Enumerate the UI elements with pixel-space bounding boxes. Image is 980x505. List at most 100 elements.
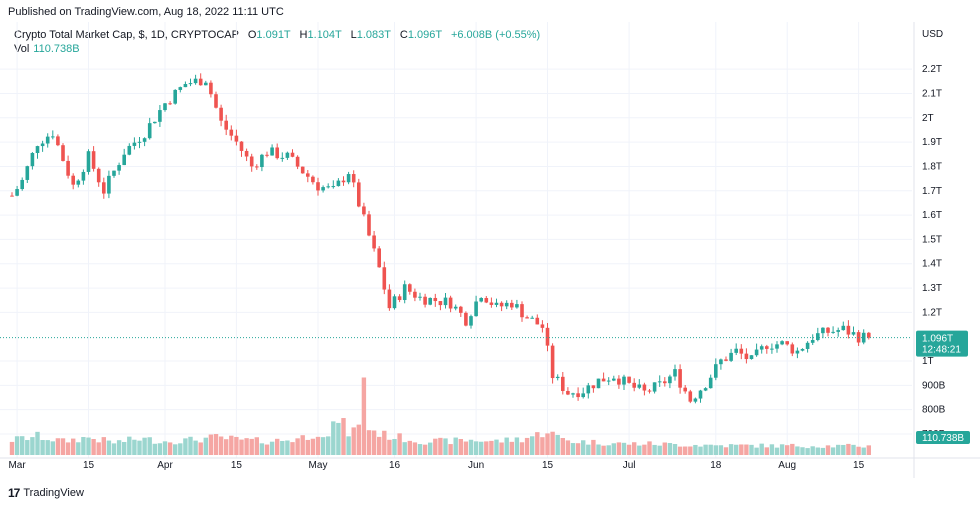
candle-body <box>178 87 183 90</box>
volume-bar <box>861 447 866 455</box>
price-tick-label: 1.5T <box>922 234 942 245</box>
volume-bar <box>122 441 127 455</box>
volume-bar <box>841 444 846 455</box>
volume-bar <box>30 437 35 455</box>
volume-bar <box>825 445 831 455</box>
volume-bar <box>45 440 50 455</box>
candle-body <box>107 175 111 194</box>
candle-body <box>632 382 636 388</box>
volume-bar <box>810 446 815 455</box>
candle-body <box>76 180 81 185</box>
low-value: 1.083T <box>356 29 391 41</box>
candle-body <box>663 381 667 384</box>
candle-body <box>724 359 728 361</box>
footer-brand-text: TradingView <box>23 487 84 499</box>
candle-body <box>382 267 387 290</box>
candle-body <box>744 353 749 360</box>
price-tick-label: 2.2T <box>922 64 942 75</box>
candle-body <box>413 291 417 298</box>
volume-bar <box>514 437 520 455</box>
volume-bar <box>65 442 71 455</box>
candle-body <box>102 182 106 194</box>
candle-body <box>775 344 779 349</box>
footer-brand[interactable]: 17 TradingView <box>8 486 84 500</box>
volume-bar <box>76 442 81 455</box>
candle-body <box>56 136 60 146</box>
candle-body <box>219 107 223 121</box>
volume-label: Vol <box>14 43 30 55</box>
volume-bar <box>866 445 871 455</box>
candle-body <box>265 154 269 156</box>
time-tick-label: 16 <box>389 460 401 471</box>
open-value: 1.091T <box>256 29 291 41</box>
volume-bar <box>407 440 412 455</box>
volume-bar <box>290 442 295 455</box>
volume-bar <box>667 443 673 455</box>
volume-bar <box>616 442 622 455</box>
volume-bar <box>101 437 106 455</box>
volume-bar <box>448 444 453 455</box>
candle-body <box>260 154 264 168</box>
candle-body <box>504 302 509 307</box>
volume-bar <box>116 440 122 455</box>
last-price-label: 1.096T <box>922 334 953 345</box>
volume-bar <box>795 446 800 455</box>
volume-bar <box>723 447 729 455</box>
volume-bar <box>157 443 163 455</box>
time-tick-label: Jun <box>468 460 484 471</box>
candle-body <box>561 376 565 391</box>
volume-bar <box>805 448 810 455</box>
candle-body <box>571 393 575 395</box>
volume-bar <box>790 443 795 455</box>
candle-body <box>443 297 448 306</box>
volume-bar <box>739 444 744 455</box>
volume-bar <box>269 441 275 455</box>
volume-bar <box>402 442 407 455</box>
candle-body <box>316 182 320 191</box>
candle-body <box>698 390 703 399</box>
candle-body <box>708 377 713 389</box>
volume-bar <box>524 437 530 455</box>
candle-body <box>846 325 851 335</box>
volume-bar <box>295 438 300 455</box>
candle-body <box>367 214 371 236</box>
volume-bar <box>377 436 382 455</box>
candlesticks[interactable] <box>10 73 871 404</box>
volume-bar <box>341 418 346 455</box>
symbol-title[interactable]: Crypto Total Market Cap, $, 1D, CRYPTOCA… <box>14 29 239 41</box>
volume-bar <box>749 444 754 455</box>
volume-bar <box>81 437 86 455</box>
candle-body <box>372 235 376 249</box>
candle-body <box>40 143 45 147</box>
candle-body <box>657 381 662 383</box>
time-tick-label: 15 <box>231 460 243 471</box>
volume-bar <box>417 444 423 455</box>
candle-body <box>408 284 412 292</box>
candle-body <box>826 327 830 333</box>
volume-bar <box>785 445 790 455</box>
candle-body <box>234 135 239 142</box>
volume-bar <box>851 444 856 455</box>
time-tick-label: Jul <box>623 460 636 471</box>
volume-bar <box>320 437 326 455</box>
volume-bar <box>581 440 586 455</box>
volume-bar <box>224 439 229 455</box>
volume-bar <box>412 442 418 455</box>
last-price-badge <box>916 330 968 357</box>
candle-body <box>642 384 647 391</box>
candle-body <box>173 89 177 104</box>
volume-bar <box>489 440 494 455</box>
candle-body <box>831 331 835 333</box>
candle-body <box>244 150 249 157</box>
volume-bar <box>254 437 259 455</box>
volume-bar <box>60 438 66 455</box>
candle-body <box>147 123 152 139</box>
candle-body <box>765 346 769 349</box>
volume-bar <box>371 430 377 455</box>
volume-bar <box>555 434 560 455</box>
candle-body <box>867 332 871 338</box>
candle-body <box>153 121 157 124</box>
low-label: L <box>350 29 357 41</box>
